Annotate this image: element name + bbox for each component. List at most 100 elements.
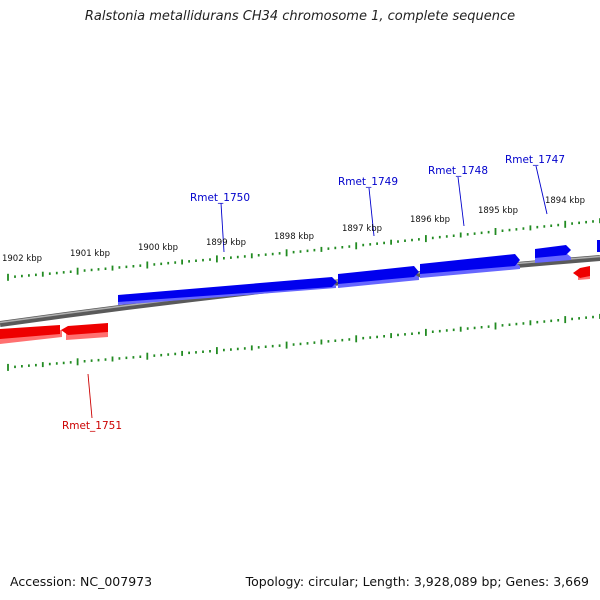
outer-tick [550, 224, 553, 227]
gene-arrow-rmet-1751[interactable] [61, 323, 108, 340]
outer-tick [355, 242, 358, 250]
outer-tick [125, 265, 128, 269]
scale-label-1895: 1895 kbp [478, 206, 518, 216]
inner-tick [466, 327, 469, 330]
inner-tick [480, 326, 483, 329]
outer-tick [397, 240, 399, 243]
outer-tick [216, 255, 218, 263]
outer-tick-track [7, 218, 600, 281]
outer-tick [404, 239, 406, 242]
inner-tick [132, 356, 135, 359]
outer-tick [383, 241, 385, 245]
gene-arrow-rmet-1749[interactable] [338, 266, 419, 288]
inner-tick [257, 346, 260, 349]
outer-tick [230, 256, 232, 259]
inner-tick [48, 362, 51, 366]
inner-tick [104, 358, 107, 361]
gene-arrow-partial-reverse-left[interactable] [0, 325, 62, 344]
inner-tick [592, 315, 594, 319]
outer-tick [362, 243, 365, 247]
outer-tick [160, 262, 163, 266]
gene-arrow-rmet-1750[interactable] [118, 277, 337, 305]
scale-label-1896: 1896 kbp [410, 215, 450, 225]
outer-tick [167, 261, 170, 265]
outer-tick [557, 223, 560, 227]
gene-label-rmet-1751[interactable]: Rmet_1751 [62, 420, 122, 432]
outer-tick [501, 229, 504, 232]
outer-tick [83, 269, 86, 272]
outer-tick [188, 260, 190, 263]
inner-tick [522, 322, 525, 325]
inner-tick [83, 360, 86, 363]
inner-tick [28, 364, 30, 367]
inner-tick [41, 362, 44, 368]
inner-tick [35, 363, 37, 367]
inner-tick [292, 343, 295, 346]
inner-tick [230, 348, 232, 351]
outer-tick [369, 243, 372, 246]
inner-tick [167, 353, 170, 356]
gene-label-rmet-1748[interactable]: Rmet_1748 [428, 165, 488, 177]
inner-tick [487, 325, 490, 328]
outer-tick [585, 220, 587, 224]
inner-tick [550, 319, 553, 323]
outer-tick [118, 266, 121, 269]
gene-label-rmet-1750[interactable]: Rmet_1750 [190, 192, 250, 204]
outer-tick [223, 257, 225, 260]
outer-tick [97, 268, 100, 271]
outer-tick [55, 271, 58, 275]
inner-tick [202, 350, 204, 353]
scale-label-1898: 1898 kbp [274, 232, 314, 242]
gene-arrow-partial-reverse-right[interactable] [573, 266, 590, 280]
inner-tick [564, 316, 567, 324]
gene-label-rmet-1747[interactable]: Rmet_1747 [505, 154, 565, 166]
outer-tick [508, 228, 511, 232]
gene-arrow-rmet-1748[interactable] [420, 254, 520, 278]
outer-tick [438, 235, 441, 239]
outer-tick [257, 254, 260, 257]
outer-tick [529, 225, 532, 231]
outer-tick [480, 231, 483, 235]
outer-tick [69, 270, 72, 273]
gene-arrow-rmet-1747[interactable] [535, 245, 571, 263]
outer-tick [139, 264, 142, 267]
outer-tick [236, 255, 239, 259]
inner-tick [111, 356, 114, 362]
scale-label-1894: 1894 kbp [545, 196, 585, 206]
outer-tick [181, 259, 183, 265]
outer-tick [411, 238, 413, 242]
inner-tick [508, 323, 511, 326]
inner-tick [7, 363, 9, 371]
gene-arrow-partial-forward[interactable] [597, 240, 600, 252]
outer-tick [250, 253, 253, 259]
outer-tick [425, 235, 427, 243]
outer-tick [334, 246, 337, 250]
inner-tick [397, 333, 399, 337]
inner-tick [195, 351, 197, 354]
outer-tick [90, 268, 93, 272]
inner-tick [536, 320, 539, 324]
outer-tick [515, 228, 518, 231]
inner-tick [278, 344, 281, 347]
outer-tick [348, 245, 351, 248]
inner-tick [209, 350, 211, 353]
inner-tick [285, 341, 288, 349]
inner-tick [69, 361, 72, 364]
inner-tick [21, 365, 23, 368]
outer-tick [264, 253, 267, 256]
inner-tick [118, 357, 121, 360]
accession-text: Accession: NC_007973 [10, 574, 153, 589]
outer-tick [431, 236, 434, 240]
outer-tick [243, 255, 246, 258]
inner-tick [76, 358, 79, 366]
gene-label-rmet-1749[interactable]: Rmet_1749 [338, 176, 398, 188]
scale-label-1901: 1901 kbp [70, 249, 110, 259]
inner-tick [264, 345, 267, 348]
inner-tick [146, 352, 149, 360]
outer-tick [76, 267, 79, 275]
inner-tick [494, 322, 497, 330]
inner-tick [452, 328, 455, 332]
outer-tick [473, 232, 476, 235]
outer-tick [313, 248, 316, 252]
inner-tick [334, 339, 337, 342]
